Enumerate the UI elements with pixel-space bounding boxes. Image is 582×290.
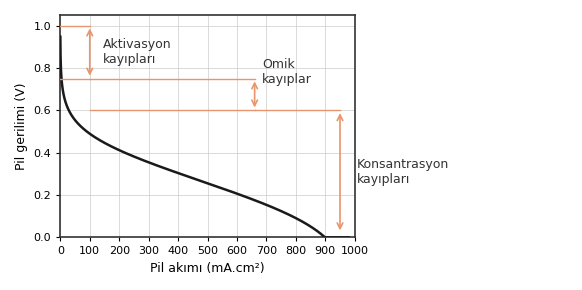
Text: Konsantrasyon
kayıpları: Konsantrasyon kayıpları xyxy=(357,158,449,186)
Y-axis label: Pil gerilimi (V): Pil gerilimi (V) xyxy=(15,82,28,170)
Text: Omik
kayıplar: Omik kayıplar xyxy=(262,58,312,86)
X-axis label: Pil akımı (mA.cm²): Pil akımı (mA.cm²) xyxy=(150,262,265,275)
Text: Aktivasyon
kayıpları: Aktivasyon kayıpları xyxy=(103,38,172,66)
